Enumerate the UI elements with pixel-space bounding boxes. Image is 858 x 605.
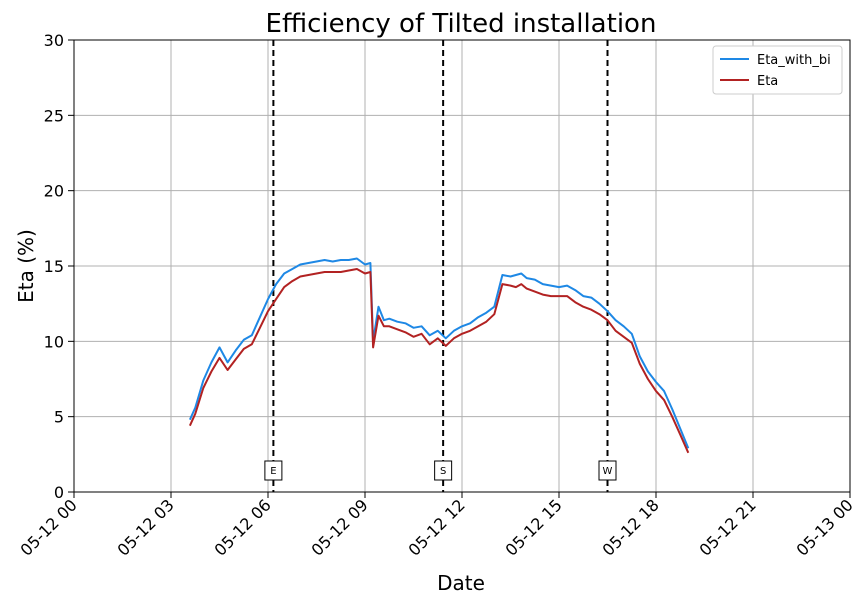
marker-label: S bbox=[440, 466, 446, 477]
y-tick-label: 10 bbox=[44, 332, 64, 351]
x-tick-label: 05-12 12 bbox=[405, 495, 469, 559]
series-line-eta-with-bi bbox=[188, 257, 690, 449]
series-lines bbox=[188, 257, 690, 454]
legend: Eta_with_bi Eta bbox=[712, 45, 843, 95]
y-tick-label: 15 bbox=[44, 257, 64, 276]
x-tick-label: 05-12 15 bbox=[502, 495, 566, 559]
x-axis-label: Date bbox=[437, 571, 485, 595]
x-tick-label: 05-13 00 bbox=[793, 495, 857, 559]
y-axis-ticks: 0 5 10 15 20 25 30 bbox=[44, 31, 74, 502]
legend-label: Eta bbox=[757, 74, 778, 89]
x-axis-ticks: 05-12 00 05-12 03 05-12 06 05-12 09 05-12 12… bbox=[17, 492, 857, 560]
chart-title: Efficiency of Tilted installation bbox=[266, 9, 657, 39]
marker-label-box bbox=[434, 460, 453, 481]
y-tick-label: 20 bbox=[44, 182, 64, 201]
x-tick-label: 05-12 00 bbox=[17, 495, 81, 559]
y-axis-label: Eta (%) bbox=[14, 229, 38, 303]
legend-label: Eta_with_bi bbox=[757, 53, 831, 68]
series-line-eta bbox=[188, 268, 690, 454]
y-tick-label: 25 bbox=[44, 106, 64, 125]
y-tick-label: 0 bbox=[54, 483, 64, 502]
y-tick-label: 5 bbox=[54, 408, 64, 427]
x-tick-label: 05-12 06 bbox=[211, 495, 275, 559]
marker-label-box bbox=[598, 460, 617, 481]
marker-label: E bbox=[270, 466, 276, 477]
y-tick-label: 30 bbox=[44, 31, 64, 50]
x-tick-label: 05-12 21 bbox=[696, 495, 760, 559]
marker-label-box bbox=[264, 460, 283, 481]
x-tick-label: 05-12 09 bbox=[308, 495, 372, 559]
x-tick-label: 05-12 03 bbox=[114, 495, 178, 559]
x-tick-label: 05-12 18 bbox=[599, 495, 663, 559]
marker-label: W bbox=[603, 466, 613, 477]
